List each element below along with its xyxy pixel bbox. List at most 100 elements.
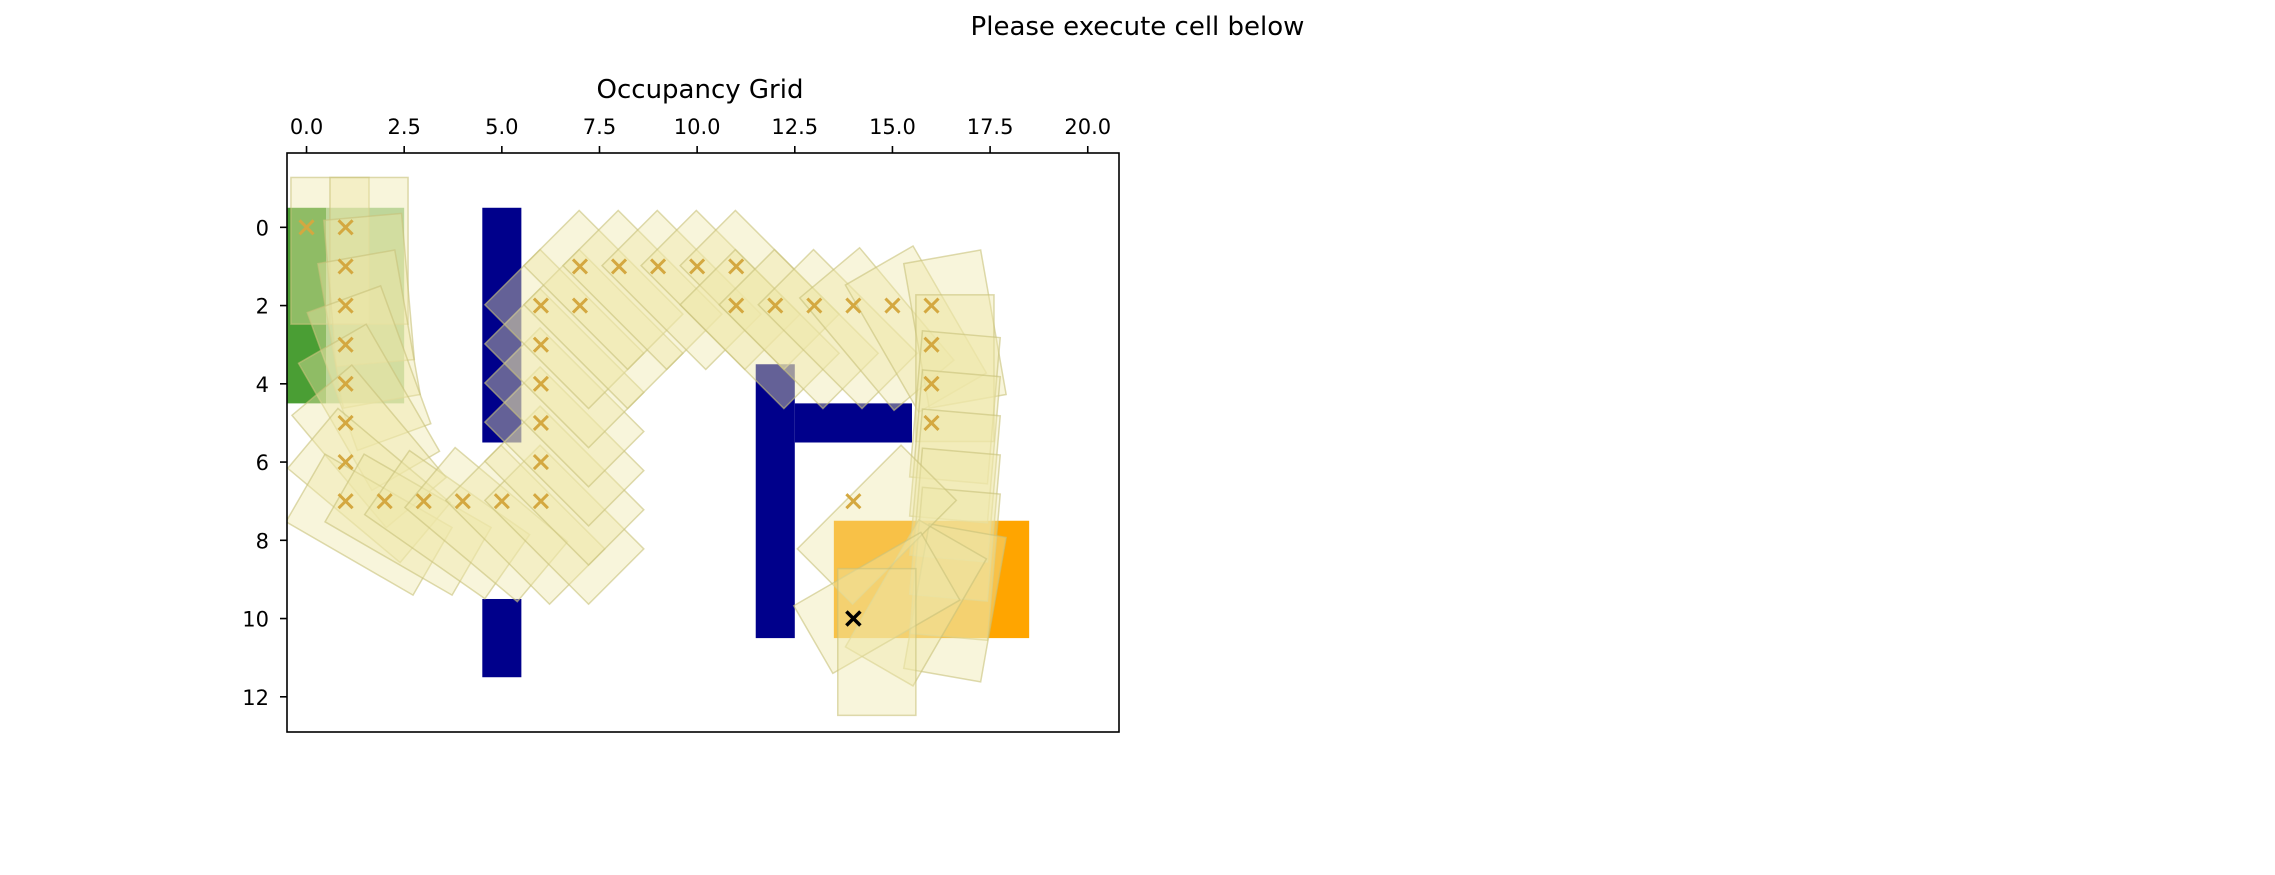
goal-marker bbox=[845, 610, 862, 627]
footprint-18 bbox=[483, 248, 645, 410]
path-marker-1 bbox=[337, 219, 354, 236]
page-title: Please execute cell below bbox=[970, 12, 1305, 42]
footprint-7 bbox=[287, 407, 452, 564]
path-marker-stroke bbox=[767, 297, 784, 314]
path-marker-33 bbox=[923, 414, 940, 431]
y-tick-label: 2 bbox=[256, 295, 269, 319]
path-marker-stroke bbox=[337, 454, 354, 471]
path-marker-stroke bbox=[845, 493, 862, 510]
path-marker-8 bbox=[337, 493, 354, 510]
path-marker-11 bbox=[454, 493, 471, 510]
x-tick-label: 15.0 bbox=[869, 115, 916, 139]
path-marker-19 bbox=[571, 297, 589, 314]
path-marker-29 bbox=[884, 297, 901, 314]
path-marker-13 bbox=[532, 493, 549, 510]
path-marker-stroke bbox=[923, 336, 940, 353]
footprint-32 bbox=[908, 329, 1002, 485]
x-tick-label: 20.0 bbox=[1064, 115, 1111, 139]
path-marker-30 bbox=[923, 297, 940, 314]
path-marker-3 bbox=[337, 297, 354, 314]
footprint-15 bbox=[483, 365, 645, 527]
path-marker-20 bbox=[571, 258, 589, 275]
y-tick-label: 8 bbox=[256, 529, 269, 553]
footprint-36 bbox=[908, 486, 1002, 642]
path-marker-25 bbox=[728, 297, 745, 314]
path-marker-stroke bbox=[532, 375, 549, 392]
path-marker-32 bbox=[923, 375, 940, 392]
plot-area bbox=[287, 176, 1030, 717]
obstacle-2 bbox=[755, 364, 795, 639]
x-tick-label: 5.0 bbox=[485, 115, 518, 139]
path-marker-stroke bbox=[532, 493, 549, 510]
path-marker-stroke bbox=[337, 219, 354, 236]
path-marker-stroke bbox=[337, 258, 354, 275]
x-tick-label: 12.5 bbox=[771, 115, 818, 139]
path-marker-31 bbox=[923, 336, 940, 353]
x-tick-label: 17.5 bbox=[967, 115, 1014, 139]
obstacle-0 bbox=[482, 207, 522, 443]
path-marker-6 bbox=[337, 414, 354, 431]
start-region-light bbox=[326, 207, 405, 404]
path-marker-10 bbox=[415, 493, 432, 510]
path-marker-stroke bbox=[337, 336, 354, 353]
path-marker-12 bbox=[493, 493, 510, 510]
path-marker-stroke bbox=[923, 414, 940, 431]
path-marker-stroke bbox=[845, 297, 862, 314]
footprint-25 bbox=[679, 248, 841, 410]
footprint-12 bbox=[444, 444, 606, 606]
path-marker-stroke bbox=[415, 493, 432, 510]
footprint-31 bbox=[915, 294, 995, 443]
path-marker-28 bbox=[845, 297, 862, 314]
goal-marker-stroke bbox=[845, 610, 862, 627]
path-marker-stroke bbox=[454, 493, 471, 510]
path-marker-stroke bbox=[571, 258, 589, 275]
path-marker-stroke bbox=[610, 258, 628, 275]
footprint-41 bbox=[837, 567, 917, 717]
path-marker-stroke bbox=[298, 219, 315, 236]
path-marker-stroke bbox=[376, 493, 393, 510]
path-marker-stroke bbox=[571, 297, 589, 314]
path-marker-26 bbox=[767, 297, 784, 314]
path-marker-stroke bbox=[923, 375, 940, 392]
path-marker-22 bbox=[650, 258, 667, 275]
path-marker-stroke bbox=[337, 414, 354, 431]
path-marker-stroke bbox=[493, 493, 510, 510]
path-marker-7 bbox=[337, 454, 354, 471]
x-tick-label: 2.5 bbox=[387, 115, 420, 139]
path-marker-5 bbox=[337, 375, 354, 392]
path-marker-stroke bbox=[923, 297, 940, 314]
footprint-19 bbox=[522, 248, 684, 410]
footprint-14 bbox=[483, 404, 645, 567]
path-marker-21 bbox=[610, 258, 628, 275]
y-tick-label: 10 bbox=[242, 608, 269, 632]
path-marker-23 bbox=[689, 258, 706, 275]
footprint-33 bbox=[908, 369, 1002, 524]
chart-title: Occupancy Grid bbox=[597, 75, 804, 105]
footprint-16 bbox=[483, 326, 645, 488]
footprint-21 bbox=[561, 209, 724, 371]
footprint-20 bbox=[522, 209, 684, 371]
path-marker-stroke bbox=[337, 297, 354, 314]
footprint-13 bbox=[483, 444, 645, 606]
axis-ticks: 0.0 2.5 5.0 7.5 10.0 12.5 15.0 17.5 20.0 0 2 4 6 8 10 1… bbox=[242, 115, 1111, 710]
path-marker-16 bbox=[532, 375, 549, 392]
path-marker-0 bbox=[298, 219, 315, 236]
path-marker-9 bbox=[376, 493, 393, 510]
path-marker-stroke bbox=[337, 493, 354, 510]
path-marker-2 bbox=[337, 258, 354, 275]
footprint-10 bbox=[363, 449, 531, 600]
path-marker-stroke bbox=[650, 258, 667, 275]
path-marker-stroke bbox=[884, 297, 901, 314]
start-region bbox=[287, 207, 327, 404]
path-marker-15 bbox=[532, 414, 549, 431]
path-marker-stroke bbox=[337, 375, 354, 392]
x-tick-label: 0.0 bbox=[290, 115, 323, 139]
footprint-35 bbox=[908, 447, 1002, 602]
path-marker-stroke bbox=[532, 336, 549, 353]
path-marker-stroke bbox=[728, 258, 745, 275]
path-marker-stroke bbox=[532, 454, 549, 471]
x-tick-label: 10.0 bbox=[674, 115, 721, 139]
path-marker-18 bbox=[532, 297, 549, 314]
path-marker-stroke bbox=[532, 297, 549, 314]
